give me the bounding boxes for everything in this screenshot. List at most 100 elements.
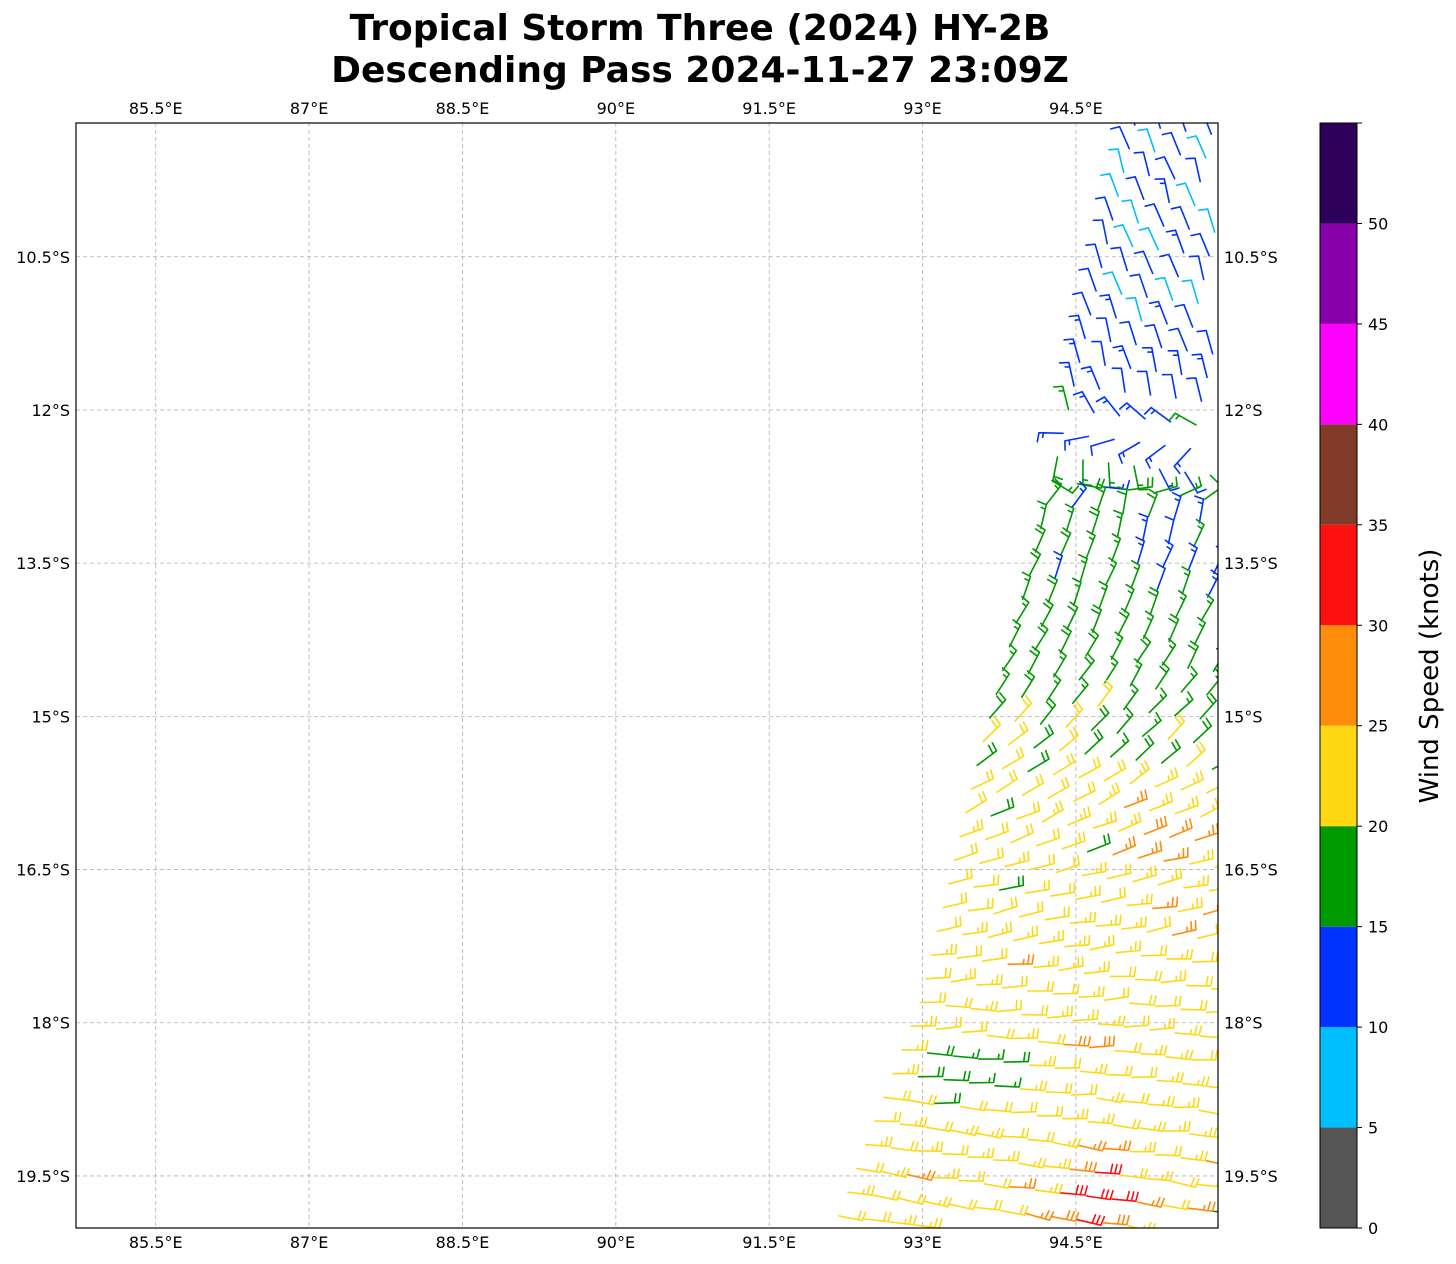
wind-barb xyxy=(1028,548,1042,577)
colorbar-segment xyxy=(1320,524,1357,626)
lon-label-bottom: 87°E xyxy=(290,1233,328,1252)
colorbar-segment xyxy=(1320,1027,1357,1128)
wind-barb xyxy=(1214,1136,1218,1139)
wind-barb xyxy=(1187,640,1199,669)
wind-barb xyxy=(1078,267,1097,292)
wind-barb xyxy=(1211,765,1218,770)
wind-barb xyxy=(1110,631,1124,660)
wind-barb xyxy=(1078,756,1102,779)
wind-barb xyxy=(1102,1214,1130,1226)
wind-barb xyxy=(1102,479,1131,491)
wind-barb xyxy=(936,916,962,933)
wind-barb xyxy=(925,967,952,980)
wind-barb xyxy=(1053,550,1063,580)
wind-barb xyxy=(1145,1170,1174,1182)
wind-barb xyxy=(1123,682,1139,711)
wind-barb xyxy=(1004,850,1030,868)
wind-barb xyxy=(1046,574,1058,604)
wind-barb xyxy=(1065,701,1084,728)
wind-barb xyxy=(1152,896,1179,910)
wind-barb xyxy=(1162,1199,1191,1211)
wind-barb xyxy=(1104,655,1119,684)
lat-label-right: 19.5°S xyxy=(1224,1167,1278,1186)
wind-barb xyxy=(981,947,1008,962)
wind-barb xyxy=(1110,246,1128,272)
wind-barb xyxy=(1213,545,1218,575)
wind-barb xyxy=(1137,128,1156,153)
wind-barb xyxy=(889,1214,917,1226)
wind-barb xyxy=(1000,1204,1029,1216)
wind-barb xyxy=(1051,479,1080,494)
wind-barb xyxy=(1039,697,1057,725)
wind-barb xyxy=(1116,707,1134,734)
wind-barb xyxy=(1167,349,1183,376)
wind-barb xyxy=(999,875,1025,891)
wind-barb xyxy=(1009,1178,1037,1189)
wind-barb xyxy=(1107,462,1120,489)
wind-barb xyxy=(1161,131,1182,156)
wind-barb xyxy=(1064,934,1091,948)
colorbar-tick-label: 30 xyxy=(1368,616,1388,635)
wind-barb xyxy=(959,818,984,838)
wind-barb xyxy=(1173,447,1192,475)
wind-barb xyxy=(962,921,988,936)
wind-barb xyxy=(976,974,1003,986)
wind-barb xyxy=(1085,628,1100,657)
wind-barb xyxy=(1154,767,1179,788)
lon-label-top: 94.5°E xyxy=(1049,99,1103,118)
wind-barb xyxy=(1053,649,1067,678)
colorbar-tick-label: 50 xyxy=(1368,214,1388,233)
wind-barb xyxy=(1084,729,1104,755)
wind-barb xyxy=(952,1048,981,1059)
wind-barb xyxy=(985,1101,1013,1113)
colorbar-tick-label: 25 xyxy=(1368,717,1388,736)
wind-barb xyxy=(1182,123,1187,132)
wind-barb xyxy=(1138,512,1149,542)
wind-barb xyxy=(1188,848,1214,865)
lat-label-left: 15°S xyxy=(31,707,70,726)
wind-barb xyxy=(1118,811,1142,832)
wind-barb xyxy=(1072,1009,1099,1022)
wind-barb xyxy=(1098,782,1121,806)
wind-barb xyxy=(1063,1035,1091,1047)
colorbar: 0 5 10 15 20 25 30 35 40 45 50 xyxy=(1319,122,1388,1238)
wind-barb xyxy=(1135,735,1155,761)
wind-barb xyxy=(1112,345,1132,370)
wind-barb xyxy=(944,997,973,1009)
wind-barb xyxy=(1015,595,1030,624)
wind-barb xyxy=(1037,1033,1066,1045)
wind-barb xyxy=(1103,759,1127,782)
wind-barb xyxy=(1188,255,1205,281)
wind-barb xyxy=(1037,500,1048,529)
wind-barb xyxy=(874,1111,902,1123)
wind-barb xyxy=(1079,1063,1108,1075)
wind-barb xyxy=(1177,897,1203,913)
wind-barb xyxy=(1007,954,1035,965)
wind-barb xyxy=(1088,506,1100,536)
wind-barb xyxy=(1067,806,1091,826)
wind-barb xyxy=(1103,1140,1132,1151)
wind-barb xyxy=(1133,465,1149,491)
lon-label-top: 85.5°E xyxy=(129,99,183,118)
wind-barb xyxy=(1123,583,1135,613)
wind-barb xyxy=(919,992,947,1004)
wind-barb xyxy=(1209,474,1218,484)
wind-barb xyxy=(1001,975,1028,989)
wind-barb xyxy=(925,1121,954,1133)
wind-barb xyxy=(1187,542,1198,571)
wind-barb xyxy=(1125,296,1143,322)
wind-barb xyxy=(1069,911,1097,924)
wind-barb xyxy=(1059,625,1072,654)
wind-barb xyxy=(973,874,1000,888)
wind-barb xyxy=(1181,566,1191,595)
wind-barb xyxy=(1016,801,1041,820)
colorbar-tick-label: 10 xyxy=(1368,1018,1388,1037)
wind-barb xyxy=(1185,157,1201,183)
lat-label-left: 16.5°S xyxy=(16,861,70,880)
wind-barb xyxy=(1138,1121,1167,1133)
wind-barb xyxy=(1066,601,1079,630)
wind-barb xyxy=(986,1028,1015,1040)
axis-tick-labels: 85.5°E 85.5°E 87°E 87°E 88.5°E 88.5°E 90°E 90°E… xyxy=(16,99,1278,1252)
wind-barb xyxy=(1133,151,1150,177)
wind-barb xyxy=(1010,1101,1038,1114)
